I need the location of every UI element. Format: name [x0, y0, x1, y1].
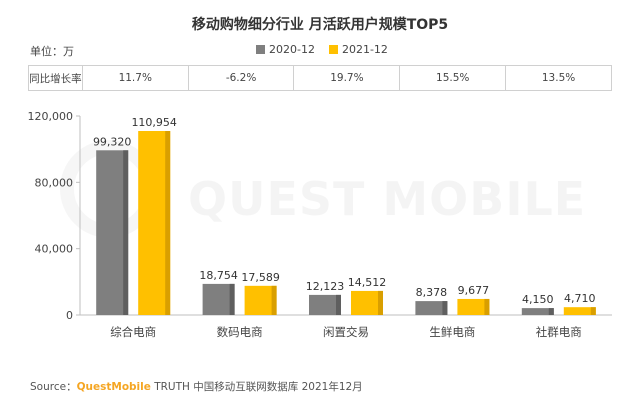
legend-label-2020: 2020-12 — [269, 43, 315, 56]
bar-value-label: 4,710 — [564, 292, 596, 305]
bar-shade — [548, 308, 554, 315]
legend-label-2021: 2021-12 — [341, 43, 388, 56]
legend-item-2021: 2021-12 — [328, 43, 388, 56]
x-category-label: 综合电商 — [110, 325, 156, 339]
bar-value-label: 8,378 — [416, 286, 448, 299]
bar-rect — [457, 298, 490, 315]
bar-2021-12 — [244, 285, 277, 315]
legend-swatch-2020 — [256, 45, 265, 54]
x-category-label: 生鲜电商 — [429, 325, 475, 339]
bar-shade — [336, 294, 341, 315]
y-tick-label: 120,000 — [28, 110, 74, 123]
growth-rate-cell: 13.5% — [505, 66, 611, 90]
bar-shade — [123, 150, 129, 315]
bar-value-label: 9,677 — [458, 284, 490, 297]
growth-rate-cell: 11.7% — [81, 66, 188, 90]
y-tick-label: 40,000 — [35, 243, 74, 256]
bar-2021-12 — [351, 290, 383, 315]
bar-value-label: 12,123 — [306, 280, 345, 293]
bar-value-label: 18,754 — [199, 269, 238, 282]
growth-rate-cell: -6.2% — [187, 66, 294, 90]
x-category-label: 社群电商 — [536, 325, 582, 339]
bar-shade — [590, 307, 596, 315]
growth-rate-cell: 19.7% — [293, 66, 399, 90]
y-tick-label: 80,000 — [35, 176, 74, 189]
bar-shade — [484, 298, 490, 315]
bar-2020-12 — [202, 283, 235, 315]
source-prefix: Source： — [30, 381, 77, 393]
watermark-text: QUEST MOBILE — [188, 172, 586, 226]
bar-rect — [521, 308, 554, 315]
bar-shade — [442, 301, 448, 315]
bar-value-label: 99,320 — [93, 135, 132, 148]
bar-rect — [202, 283, 235, 315]
legend-item-2020: 2020-12 — [256, 43, 315, 56]
bar-rect — [96, 150, 129, 315]
bar-rect — [563, 307, 596, 315]
growth-rate-row: 同比增长率 11.7% -6.2% 19.7% 15.5% 13.5% — [28, 65, 612, 91]
bar-value-label: 17,589 — [241, 271, 280, 284]
legend-swatch-2021 — [328, 45, 338, 54]
bar-rect — [138, 131, 171, 315]
bar-2020-12 — [96, 150, 129, 315]
legend: 2020-12 2021-12 — [256, 43, 388, 56]
bar-value-label: 14,512 — [348, 276, 387, 289]
source-text: TRUTH 中国移动互联网数据库 2021年12月 — [154, 381, 363, 393]
bar-2020-12 — [521, 308, 554, 315]
bar-shade — [229, 283, 235, 315]
bar-rect — [415, 301, 448, 315]
bar-2021-12 — [138, 131, 171, 315]
bar-rect — [244, 285, 277, 315]
bar-2021-12 — [457, 298, 490, 315]
bar-shade — [165, 131, 171, 315]
y-tick-label: 0 — [66, 309, 73, 322]
x-category-label: 数码电商 — [217, 325, 263, 339]
bar-shade — [271, 285, 277, 315]
bar-2020-12 — [309, 294, 341, 315]
bar-2021-12 — [563, 307, 596, 315]
growth-rate-label: 同比增长率 — [29, 72, 82, 85]
bar-value-label: 110,954 — [131, 116, 177, 129]
source-brand: QuestMobile — [76, 381, 151, 393]
growth-rate-cell: 15.5% — [399, 66, 505, 90]
bar-rect — [309, 294, 341, 315]
source-note: Source：QuestMobile TRUTH 中国移动互联网数据库 2021… — [30, 379, 363, 394]
bar-rect — [351, 290, 383, 315]
bar-value-label: 4,150 — [522, 293, 554, 306]
bar-shade — [378, 290, 383, 315]
x-category-label: 闲置交易 — [323, 325, 369, 339]
chart-title: 移动购物细分行业 月活跃用户规模TOP5 — [191, 17, 449, 33]
unit-label: 单位：万 — [30, 45, 74, 58]
bar-2020-12 — [415, 301, 448, 315]
